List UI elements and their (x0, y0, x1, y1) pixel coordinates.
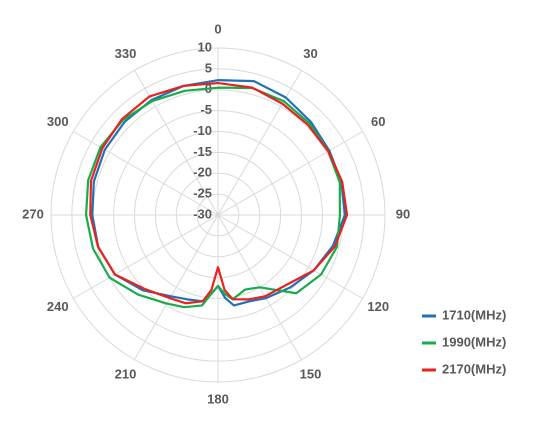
spoke (134, 70, 219, 216)
radial-tick-label: 10 (198, 39, 212, 54)
angle-label: 150 (300, 367, 322, 382)
radial-tick-label: -5 (200, 102, 212, 117)
spoke (217, 131, 363, 216)
spoke (73, 131, 219, 216)
angle-label: 30 (303, 46, 317, 61)
series-line (89, 81, 349, 305)
radial-tick-label: -15 (193, 144, 212, 159)
angle-label: 180 (207, 391, 229, 406)
angle-label: 240 (47, 299, 69, 314)
spoke (73, 214, 219, 299)
spoke (217, 70, 302, 216)
legend-label: 1710(MHz) (442, 307, 506, 322)
spoke (217, 214, 363, 299)
radial-tick-label: -30 (193, 206, 212, 221)
radial-tick-label: -10 (193, 123, 212, 138)
legend-label: 1990(MHz) (442, 334, 506, 349)
angle-label: 120 (367, 299, 389, 314)
radial-tick-label: -25 (193, 186, 212, 201)
radial-tick-label: 5 (205, 60, 212, 75)
spoke (134, 214, 219, 360)
angle-label: 0 (214, 21, 221, 36)
angle-label: 300 (47, 114, 69, 129)
angle-label: 90 (396, 206, 410, 221)
angle-label: 210 (115, 367, 137, 382)
angle-label: 270 (22, 206, 44, 221)
angle-label: 330 (115, 46, 137, 61)
radial-tick-label: -20 (193, 165, 212, 180)
angle-label: 60 (371, 114, 385, 129)
series-line (84, 86, 342, 309)
legend-label: 2170(MHz) (442, 361, 506, 376)
